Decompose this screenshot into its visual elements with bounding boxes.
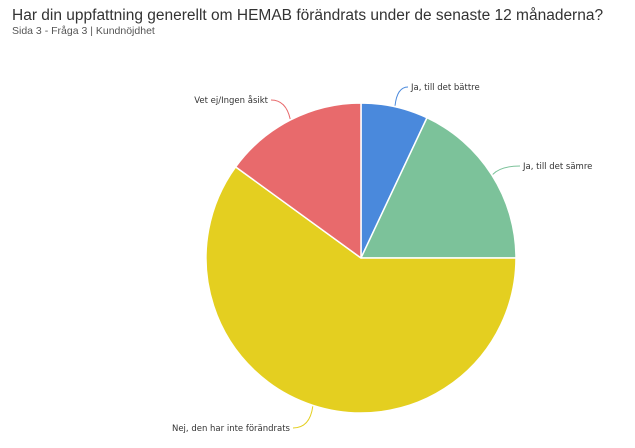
leader-line-nej-den-har-inte-forandrats	[292, 406, 314, 429]
leader-line-ja-till-det-samre	[492, 165, 521, 175]
slice-label-vet-ej-ingen-asikt: Vet ej/Ingen åsikt	[194, 95, 268, 106]
slice-label-nej-den-har-inte-forandrats: Nej, den har inte förändrats	[172, 424, 291, 434]
pie-slice-vet-ej-ingen-asikt	[234, 102, 362, 259]
pie-slice-ja-till-det-samre	[360, 117, 517, 259]
pie-slice-nej-den-har-inte-forandrats	[205, 166, 517, 414]
slice-label-ja-till-det-battre: Ja, till det bättre	[410, 83, 480, 93]
leader-line-vet-ej-ingen-asikt	[270, 99, 291, 120]
slice-label-ja-till-det-samre: Ja, till det sämre	[522, 162, 592, 172]
leader-line-ja-till-det-battre	[394, 86, 409, 106]
chart-title: Har din uppfattning generellt om HEMAB f…	[12, 7, 604, 24]
chart-subtitle: Sida 3 - Fråga 3 | Kundnöjdhet	[12, 25, 155, 37]
